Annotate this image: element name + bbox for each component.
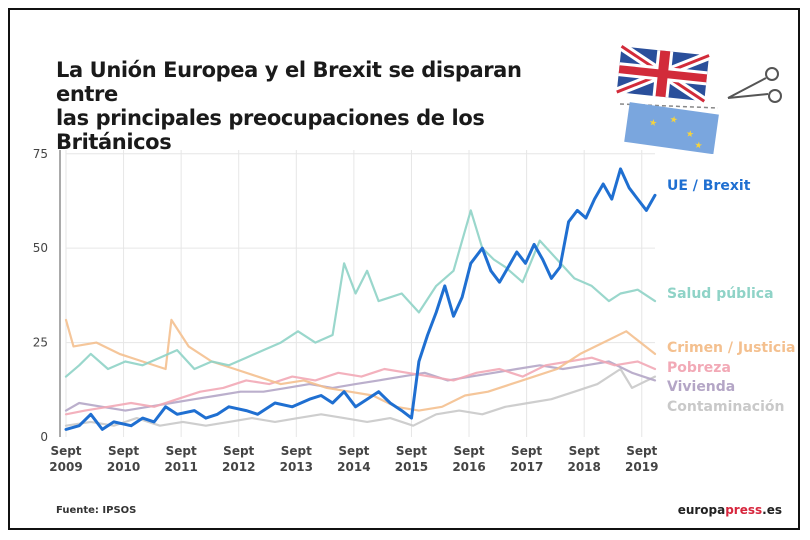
x-tick-label: Sept [569,444,600,458]
x-tick-label: Sept [338,444,369,458]
svg-text:★: ★ [694,141,703,152]
x-tick-label: Sept [511,444,542,458]
y-tick-label: 50 [33,241,48,255]
x-tick-label: Sept [396,444,427,458]
y-tick-label: 75 [33,147,48,161]
x-tick-label: 2009 [49,460,82,474]
series-label-crimen: Crimen / Justicia [667,340,795,356]
x-tick-label: 2019 [625,460,658,474]
x-tick-label: 2011 [164,460,197,474]
series-label-salud: Salud pública [667,286,774,302]
y-axis: 0 25 50 75 [33,147,61,444]
x-tick-label: 2014 [337,460,370,474]
x-tick-label: 2017 [510,460,543,474]
y-tick-label: 25 [33,336,48,350]
x-tick-label: Sept [626,444,657,458]
series-line-ue [64,167,657,431]
x-tick-label: 2016 [452,460,485,474]
series-line-pobreza [64,356,657,416]
x-tick-label: Sept [453,444,484,458]
brand-logo: europapress.es [678,503,782,517]
series-label-pobreza: Pobreza [667,360,731,376]
series-label-ue: UE / Brexit [667,178,751,194]
series-label-contaminacion: Contaminación [667,399,784,415]
chart-title-line-2: las principales preocupaciones de los Br… [56,106,485,154]
svg-text:★: ★ [669,115,678,126]
brand-part-2: press [725,503,763,517]
series-line-contaminacion [64,367,657,427]
brand-part-1: europa [677,503,726,517]
svg-text:★: ★ [685,129,694,140]
x-tick-label: 2018 [567,460,600,474]
x-tick-label: Sept [50,444,81,458]
grid-lines [65,150,655,437]
x-tick-label: Sept [281,444,312,458]
x-tick-label: Sept [108,444,139,458]
x-tick-label: 2013 [280,460,313,474]
series-line-crimen [64,318,657,412]
series-lines [64,167,657,431]
x-axis: Sept 2009 Sept 2010 Sept 2011 Sept 2012 Sept 2013… [49,444,658,474]
series-label-vivienda: Vivienda [667,379,735,395]
x-tick-label: Sept [223,444,254,458]
chart-title-line-1: La Unión Europea y el Brexit se disparan… [56,58,522,106]
x-tick-label: 2010 [107,460,140,474]
y-tick-label: 0 [40,430,48,444]
svg-text:★: ★ [648,118,657,129]
x-tick-label: 2015 [395,460,428,474]
source-note: Fuente: IPSOS [56,505,137,516]
brand-part-3: .es [762,503,782,517]
torn-flags-scissors-icon: ★ ★ ★ ★ [615,42,782,154]
series-line-salud [64,209,657,378]
x-tick-label: Sept [166,444,197,458]
x-tick-label: 2012 [222,460,255,474]
chart-title: La Unión Europea y el Brexit se disparan… [56,58,576,154]
series-labels: Contaminación Vivienda Pobreza Crimen / Jus… [667,178,795,415]
